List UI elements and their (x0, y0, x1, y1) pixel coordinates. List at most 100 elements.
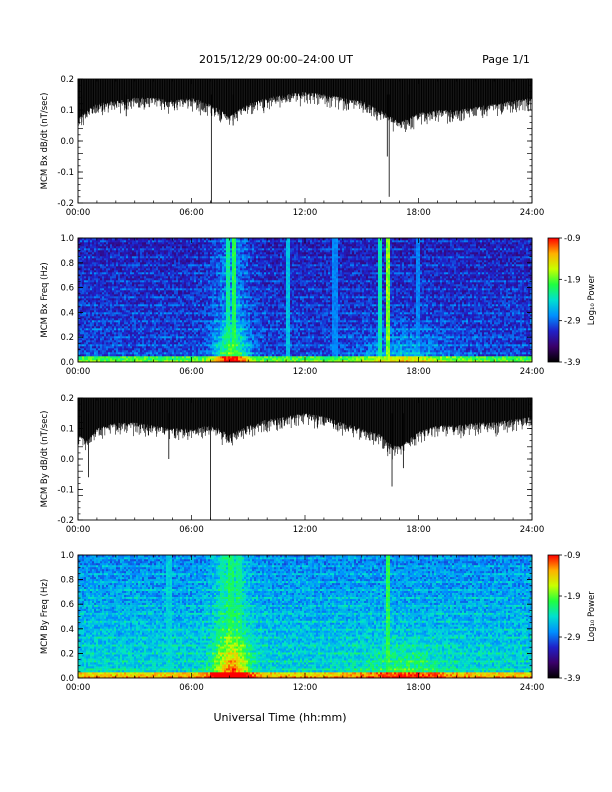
spectrogram-cell (98, 284, 100, 286)
spectrogram-cell (86, 282, 88, 284)
spectrogram-cell (84, 250, 86, 252)
spectrogram-cell (90, 334, 92, 336)
spectrogram-cell (98, 340, 100, 342)
spectrogram-cell (92, 294, 94, 296)
spectrogram-cell (100, 256, 102, 258)
spectrogram-cell (80, 246, 82, 248)
spectrogram-cell (112, 274, 114, 276)
spectrogram-cell (82, 282, 84, 284)
spectrogram-cell (84, 336, 86, 338)
spectrogram-cell (102, 266, 104, 268)
spectrogram-cell (96, 314, 98, 316)
spectrogram-cell (84, 252, 86, 254)
spectrogram-cell (86, 346, 88, 348)
spectrogram-cell (110, 298, 112, 300)
spectrogram-cell (98, 298, 100, 300)
spectrogram-cell (84, 352, 86, 354)
spectrogram-cell (84, 294, 86, 296)
spectrogram-cell (92, 346, 94, 348)
spectrogram-cell (88, 296, 90, 298)
spectrogram-cell (82, 300, 84, 302)
spectrogram-cell (84, 280, 86, 282)
spectrogram-cell (102, 248, 104, 250)
spectrogram-cell (104, 262, 106, 264)
spectrogram-cell (112, 342, 114, 344)
spectrogram-cell (82, 322, 84, 324)
spectrogram-cell (104, 258, 106, 260)
spectrogram-cell (102, 332, 104, 334)
spectrogram-cell (80, 284, 82, 286)
spectrogram-cell (88, 320, 90, 322)
spectrogram-cell (94, 258, 96, 260)
spectrogram-cell (96, 320, 98, 322)
spectrogram-cell (92, 350, 94, 352)
spectrogram-cell (106, 326, 108, 328)
spectrogram-cell (100, 286, 102, 288)
spectrogram-cell (112, 312, 114, 314)
spectrogram-cell (98, 314, 100, 316)
spectrogram-cell (94, 294, 96, 296)
spectrogram-cell (82, 284, 84, 286)
spectrogram-cell (92, 254, 94, 256)
spectrogram-cell (88, 352, 90, 354)
spectrogram-cell (100, 316, 102, 318)
spectrogram-cell (90, 254, 92, 256)
spectrogram-cell (92, 336, 94, 338)
spectrogram-cell (106, 340, 108, 342)
spectrogram-cell (106, 322, 108, 324)
spectrogram-cell (82, 272, 84, 274)
spectrogram-cell (102, 334, 104, 336)
spectrogram-cell (90, 332, 92, 334)
spectrogram-cell (98, 332, 100, 334)
spectrogram-cell (112, 276, 114, 278)
spectrogram-cell (96, 252, 98, 254)
spectrogram-cell (80, 332, 82, 334)
spectrogram-cell (82, 298, 84, 300)
spectrogram-cell (90, 290, 92, 292)
spectrogram-cell (104, 344, 106, 346)
spectrogram-cell (100, 328, 102, 330)
spectrogram-cell (104, 252, 106, 254)
spectrogram-cell (102, 246, 104, 248)
spectrogram-cell (94, 342, 96, 344)
spectrogram-cell (106, 306, 108, 308)
spectrogram-cell (112, 300, 114, 302)
spectrogram-cell (84, 286, 86, 288)
spectrogram-cell (96, 288, 98, 290)
spectrogram-cell (88, 304, 90, 306)
spectrogram-cell (88, 330, 90, 332)
spectrogram-cell (96, 254, 98, 256)
spectrogram-cell (106, 296, 108, 298)
spectrogram-cell (80, 308, 82, 310)
x-tick-label: 12:00 (293, 208, 318, 218)
spectrogram-cell (102, 356, 104, 358)
spectrogram-cell (92, 308, 94, 310)
spectrogram-cell (84, 342, 86, 344)
spectrogram-cell (112, 298, 114, 300)
spectrogram-cell (96, 328, 98, 330)
spectrogram-cell (104, 260, 106, 262)
spectrogram-cell (108, 328, 110, 330)
spectrogram-cell (102, 252, 104, 254)
spectrogram-cell (88, 264, 90, 266)
spectrogram-cell (84, 248, 86, 250)
spectrogram-cell (88, 300, 90, 302)
spectrogram-cell (98, 248, 100, 250)
spectrogram-cell (94, 350, 96, 352)
spectrogram-cell (88, 298, 90, 300)
spectrogram-cell (110, 344, 112, 346)
spectrogram-cell (88, 240, 90, 242)
spectrogram-cell (90, 294, 92, 296)
spectrogram-cell (104, 314, 106, 316)
spectrogram-cell (98, 350, 100, 352)
spectrogram-cell (110, 274, 112, 276)
spectrogram-cell (88, 340, 90, 342)
spectrogram-cell (82, 328, 84, 330)
spectrogram-cell (94, 336, 96, 338)
spectrogram-cell (82, 254, 84, 256)
spectrogram-cell (106, 270, 108, 272)
spectrogram-cell (84, 264, 86, 266)
spectrogram-cell (90, 240, 92, 242)
spectrogram-cell (90, 296, 92, 298)
spectrogram-cell (98, 320, 100, 322)
